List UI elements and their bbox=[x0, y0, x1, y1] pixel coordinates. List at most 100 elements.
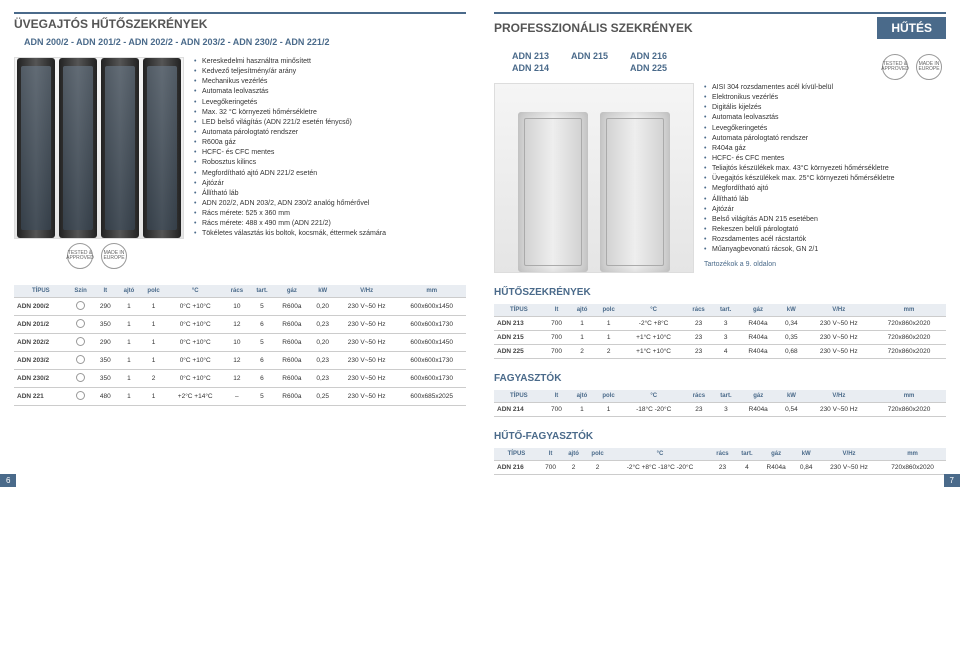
table-cell: 230 V~50 Hz bbox=[805, 317, 872, 331]
color-swatch-icon bbox=[76, 319, 85, 328]
table-cell: 230 V~50 Hz bbox=[336, 388, 398, 406]
table-cell: 720x860x2020 bbox=[872, 345, 946, 359]
bullet-item: HCFC- és CFC mentes bbox=[704, 154, 946, 164]
model-label: ADN 225 bbox=[630, 63, 667, 73]
table-col-header: gáz bbox=[739, 390, 777, 403]
table-cell: 230 V~50 Hz bbox=[806, 403, 872, 417]
bullet-item: R600a gáz bbox=[194, 138, 466, 148]
color-swatch-icon bbox=[76, 337, 85, 346]
table-cell: 1 bbox=[141, 334, 167, 352]
table-cell: 5 bbox=[250, 334, 274, 352]
table-cell bbox=[68, 388, 94, 406]
table-cell: +2°C +14°C bbox=[166, 388, 223, 406]
bullet-item: Automata leolvasztás bbox=[194, 87, 466, 97]
right-model-columns: ADN 213ADN 214ADN 215ADN 216ADN 225 bbox=[512, 51, 667, 73]
table-cell: 230 V~50 Hz bbox=[336, 298, 398, 316]
pro-fridge-image bbox=[600, 112, 670, 272]
table-cell: R600a bbox=[274, 352, 309, 370]
table-col-header: Szín bbox=[68, 285, 94, 298]
bullet-item: Automata leolvasztás bbox=[704, 113, 946, 123]
right-bullets: AISI 304 rozsdamentes acél kívül-belülEl… bbox=[704, 83, 946, 255]
table-cell: 720x860x2020 bbox=[872, 403, 946, 417]
table-cell: ADN 202/2 bbox=[14, 334, 68, 352]
table-cell: 23 bbox=[710, 461, 735, 475]
bullet-item: Teliajtós készülékek max. 43°C környezet… bbox=[704, 164, 946, 174]
table-cell: 2 bbox=[562, 461, 585, 475]
left-header: ÜVEGAJTÓS HŰTŐSZEKRÉNYEK bbox=[14, 17, 466, 31]
table-cell: 0,20 bbox=[310, 298, 336, 316]
table-cell: 720x860x2020 bbox=[872, 317, 946, 331]
bullet-item: Mechanikus vezérlés bbox=[194, 77, 466, 87]
table-row: ADN 21570011+1°C +10°C233R404a0,35230 V~… bbox=[494, 331, 946, 345]
table-col-header: ajtó bbox=[569, 304, 594, 317]
bullet-item: Max. 32 °C környezeti hőmérsékletre bbox=[194, 108, 466, 118]
hf-table: TÍPUSltajtópolc°Crácstart.gázkWV/Hzmm AD… bbox=[494, 448, 946, 475]
table-cell bbox=[68, 370, 94, 388]
table-cell: ADN 215 bbox=[494, 331, 544, 345]
table-cell: 1 bbox=[117, 298, 140, 316]
accessories-note: Tartozékok a 9. oldalon bbox=[704, 261, 946, 268]
table-col-header: rács bbox=[685, 390, 713, 403]
table-col-header: mm bbox=[872, 304, 946, 317]
bullet-item: Megfordítható ajtó ADN 221/2 esetén bbox=[194, 169, 466, 179]
bullet-item: Elektronikus vezérlés bbox=[704, 93, 946, 103]
table-cell: 230 V~50 Hz bbox=[805, 345, 872, 359]
table-cell: 230 V~50 Hz bbox=[336, 352, 398, 370]
table-cell: 5 bbox=[250, 298, 274, 316]
table-cell: 0°C +10°C bbox=[166, 334, 223, 352]
table-col-header: tart. bbox=[250, 285, 274, 298]
table-cell: R600a bbox=[274, 334, 309, 352]
table-cell: 700 bbox=[539, 461, 562, 475]
table-row: ADN 21470011-18°C -20°C233R404a0,54230 V… bbox=[494, 403, 946, 417]
table-cell: 1 bbox=[117, 316, 140, 334]
table-cell: 1 bbox=[595, 331, 623, 345]
table-cell: 350 bbox=[94, 316, 118, 334]
table-cell: 0,68 bbox=[777, 345, 805, 359]
table-col-header: tart. bbox=[735, 448, 759, 461]
right-header: PROFESSZIONÁLIS SZEKRÉNYEK HŰTÉS bbox=[494, 17, 946, 39]
bullet-item: Megfordítható ajtó bbox=[704, 184, 946, 194]
huto-table: TÍPUSltajtópolc°Crácstart.gázkWV/Hzmm AD… bbox=[494, 304, 946, 359]
section-title-hf: HŰTŐ-FAGYASZTÓK bbox=[494, 431, 946, 442]
table-cell: 1 bbox=[595, 403, 623, 417]
table-cell: 0,20 bbox=[310, 334, 336, 352]
table-cell: 23 bbox=[685, 345, 713, 359]
table-cell: 5 bbox=[250, 388, 274, 406]
table-cell: 600x600x1450 bbox=[397, 334, 466, 352]
table-col-header: lt bbox=[544, 390, 570, 403]
table-cell: 350 bbox=[94, 352, 118, 370]
page-number-left: 6 bbox=[0, 474, 16, 487]
table-cell: 480 bbox=[94, 388, 118, 406]
tested-badge-icon: TESTED & APPROVED bbox=[882, 54, 908, 80]
table-cell: 1 bbox=[569, 331, 594, 345]
table-col-header: kW bbox=[777, 390, 805, 403]
table-cell: 2 bbox=[595, 345, 623, 359]
pro-fridge-image bbox=[518, 112, 588, 272]
table-cell: R600a bbox=[274, 316, 309, 334]
bullet-item: LED belső világítás (ADN 221/2 esetén fé… bbox=[194, 118, 466, 128]
fridge-image bbox=[143, 58, 181, 238]
table-col-header: gáz bbox=[274, 285, 309, 298]
table-cell: 700 bbox=[544, 403, 570, 417]
bullet-item: Rács mérete: 488 x 490 mm (ADN 221/2) bbox=[194, 219, 466, 229]
tested-badge-icon: TESTED & APPROVED bbox=[67, 243, 93, 269]
table-cell: 6 bbox=[250, 316, 274, 334]
table-cell: ADN 230/2 bbox=[14, 370, 68, 388]
table-col-header: kW bbox=[310, 285, 336, 298]
model-column: ADN 215 bbox=[571, 51, 608, 61]
table-cell: +1°C +10°C bbox=[623, 345, 685, 359]
table-col-header: mm bbox=[879, 448, 946, 461]
bullet-item: HCFC- és CFC mentes bbox=[194, 148, 466, 158]
table-col-header: polc bbox=[595, 390, 623, 403]
model-label: ADN 213 bbox=[512, 51, 549, 61]
top-rule bbox=[14, 12, 466, 14]
bullet-item: AISI 304 rozsdamentes acél kívül-belül bbox=[704, 83, 946, 93]
table-col-header: rács bbox=[685, 304, 713, 317]
center-title: PROFESSZIONÁLIS SZEKRÉNYEK bbox=[494, 21, 693, 35]
table-cell: 10 bbox=[224, 334, 250, 352]
table-header-row: TÍPUSltajtópolc°Crácstart.gázkWV/Hzmm bbox=[494, 304, 946, 317]
table-cell: 12 bbox=[224, 316, 250, 334]
table-cell: 600x600x1730 bbox=[397, 352, 466, 370]
table-cell: 0°C +10°C bbox=[166, 352, 223, 370]
table-cell: ADN 225 bbox=[494, 345, 544, 359]
